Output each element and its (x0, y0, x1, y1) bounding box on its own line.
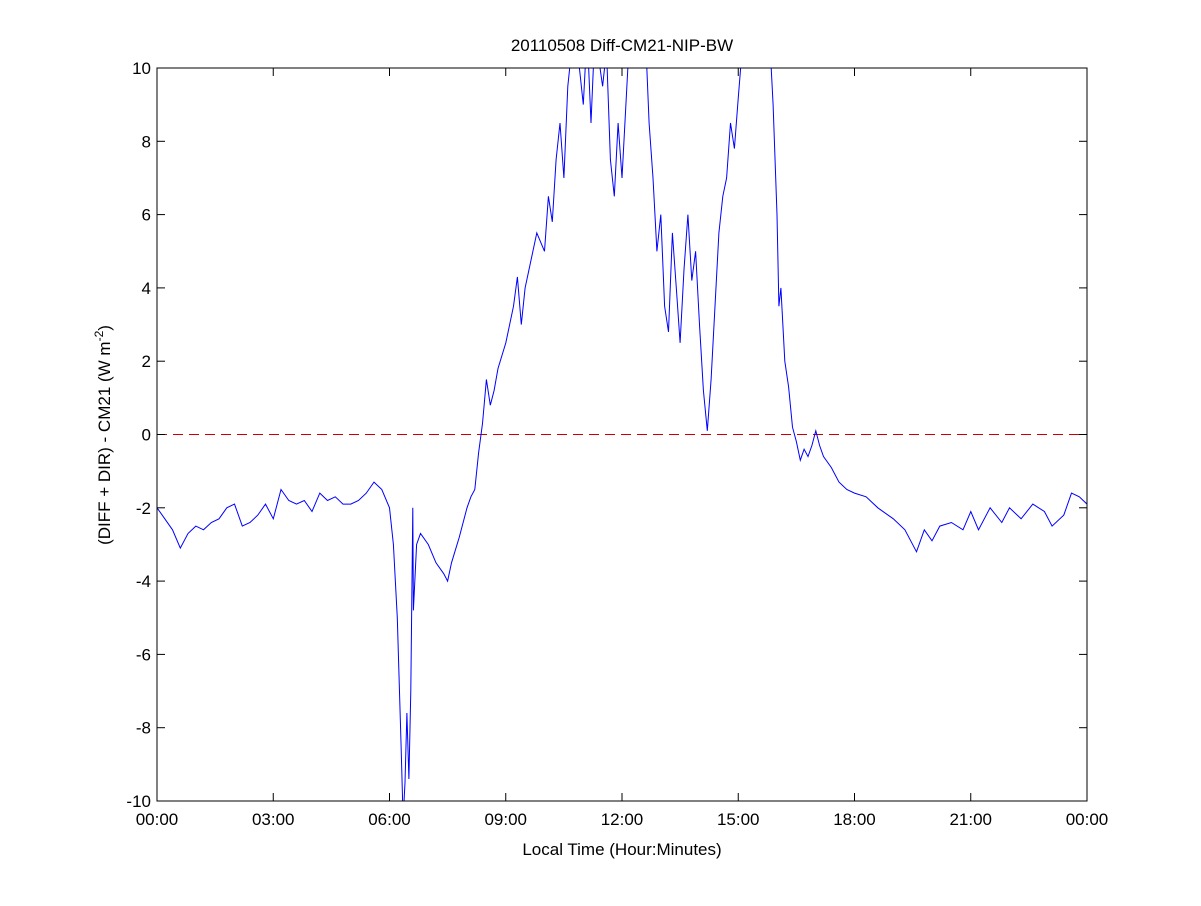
x-axis-label: Local Time (Hour:Minutes) (522, 840, 721, 859)
y-tick-label: -4 (136, 572, 151, 591)
x-tick-label: 18:00 (833, 810, 876, 829)
series-line (157, 68, 1087, 801)
series-line-group (157, 68, 1087, 801)
x-tick-label: 00:00 (1066, 810, 1109, 829)
y-axis-label-close: ) (95, 325, 114, 331)
chart-title: 20110508 Diff-CM21-NIP-BW (511, 36, 733, 55)
y-tick-label: 4 (142, 279, 151, 298)
y-tick-label: -2 (136, 499, 151, 518)
x-tick-label: 12:00 (601, 810, 644, 829)
y-tick-label: 6 (142, 206, 151, 225)
y-axis: -10 -8 -6 -4 -2 0 2 4 6 8 10 (126, 59, 1087, 811)
y-tick-label: -8 (136, 719, 151, 738)
y-axis-label-superscript: -2 (92, 330, 106, 341)
x-tick-label: 09:00 (484, 810, 527, 829)
x-tick-label: 06:00 (368, 810, 411, 829)
y-tick-label: -6 (136, 645, 151, 664)
x-tick-label: 00:00 (136, 810, 179, 829)
y-tick-label: 10 (132, 59, 151, 78)
x-tick-label: 03:00 (252, 810, 295, 829)
y-tick-label: -10 (126, 792, 151, 811)
y-tick-label: 2 (142, 352, 151, 371)
y-tick-label: 0 (142, 426, 151, 445)
y-tick-label: 8 (142, 132, 151, 151)
y-axis-label: (DIFF + DIR) - CM21 (W m-2) (92, 325, 114, 545)
x-tick-label: 21:00 (949, 810, 992, 829)
x-tick-label: 15:00 (717, 810, 760, 829)
x-axis: 00:00 03:00 06:00 09:00 12:00 15:00 18:00 21:00… (136, 68, 1109, 829)
y-axis-label-main: (DIFF + DIR) - CM21 (W m (95, 341, 114, 545)
